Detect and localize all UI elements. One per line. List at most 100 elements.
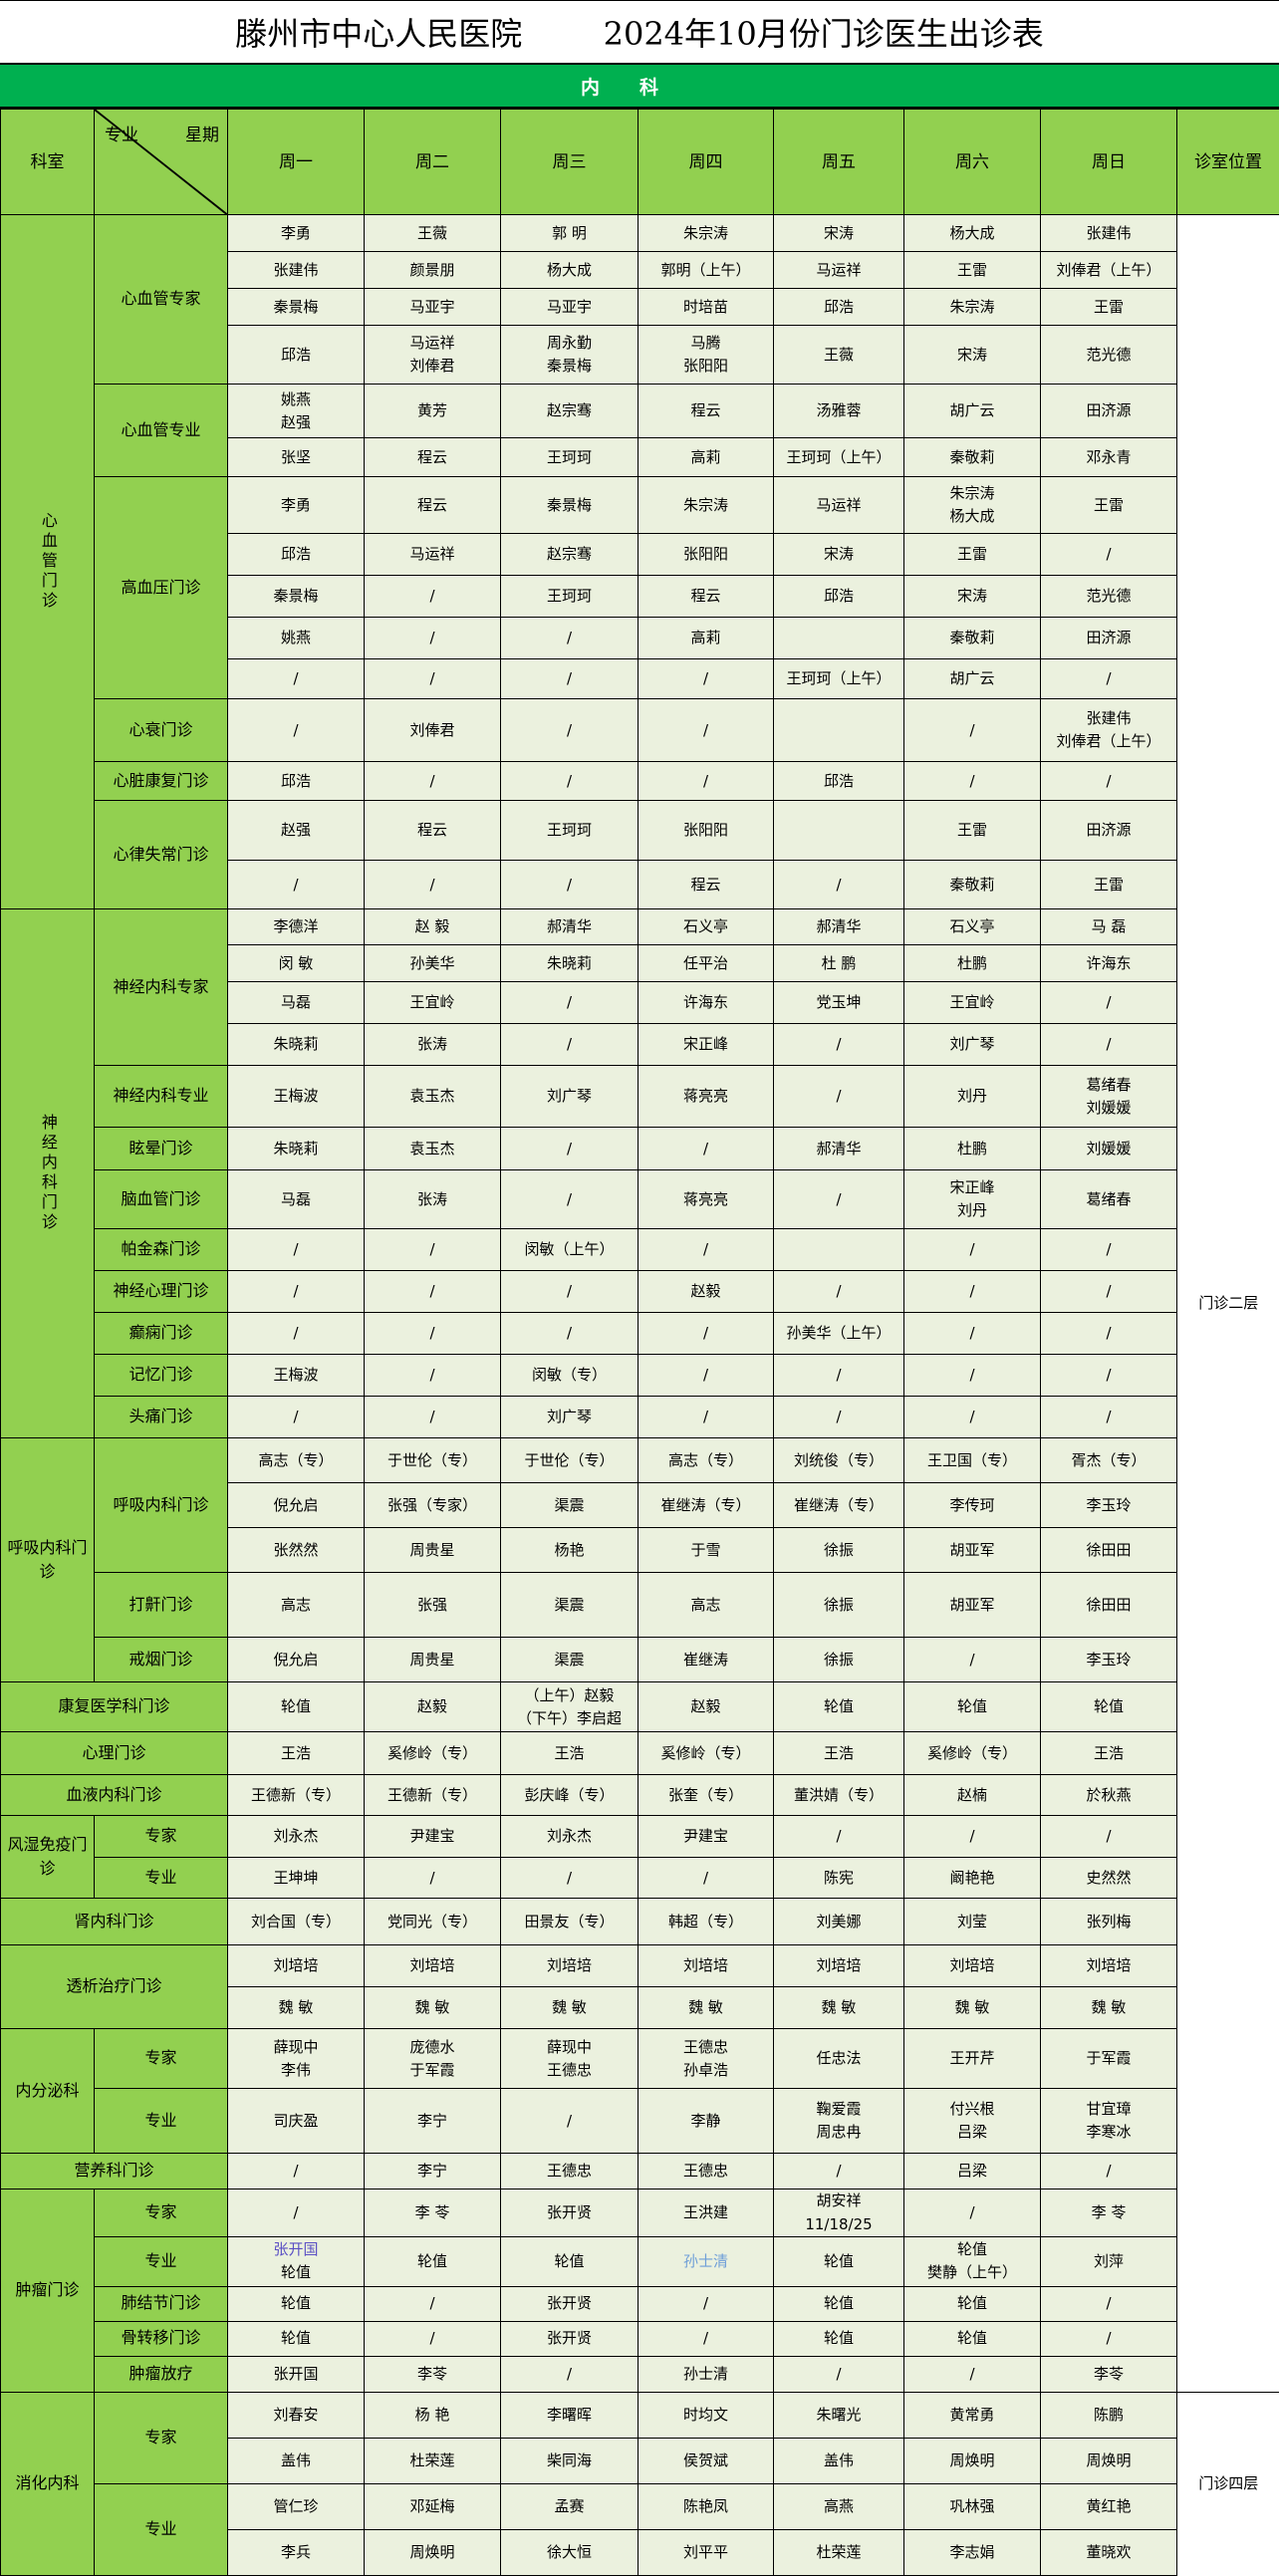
schedule-cell: 王德新（专） bbox=[228, 1775, 365, 1816]
schedule-cell: 高志（专） bbox=[228, 1438, 365, 1483]
schedule-cell: 孙士清 bbox=[639, 2356, 774, 2392]
schedule-cell: 颜景朋 bbox=[365, 252, 501, 289]
schedule-cell: 邱浩 bbox=[228, 326, 365, 385]
schedule-cell: 黄红艳 bbox=[1041, 2483, 1177, 2529]
schedule-cell: 周贵星 bbox=[365, 1638, 501, 1682]
page-title: 滕州市中心人民医院 2024年10月份门诊医生出诊表 bbox=[0, 0, 1279, 63]
schedule-cell: / bbox=[1041, 1229, 1177, 1271]
schedule-cell: 闵 敏 bbox=[228, 945, 365, 982]
schedule-cell: / bbox=[365, 576, 501, 618]
location-cell: 门诊四层 bbox=[1177, 2392, 1279, 2575]
schedule-cell: / bbox=[501, 1170, 639, 1229]
schedule-row: 营养科门诊/李宁王德忠王德忠/吕梁/ bbox=[1, 2154, 1279, 2190]
schedule-cell: 轮值 bbox=[1041, 1682, 1177, 1732]
schedule-cell: 闵敏（专） bbox=[501, 1355, 639, 1397]
schedule-cell: 秦敬莉 bbox=[904, 438, 1041, 477]
schedule-row: 肿瘤放疗张开国李苓/孙士清//李苓 bbox=[1, 2356, 1279, 2392]
schedule-cell: 张强（专家） bbox=[365, 1483, 501, 1528]
schedule-cell: / bbox=[639, 1355, 774, 1397]
department-cell: 消化内科 bbox=[1, 2392, 95, 2575]
schedule-cell: 王薇 bbox=[365, 215, 501, 252]
schedule-cell: 李苓 bbox=[365, 2356, 501, 2392]
schedule-cell: 胡广云 bbox=[904, 385, 1041, 438]
schedule-cell: 胥杰（专） bbox=[1041, 1438, 1177, 1483]
department-cell: 肾内科门诊 bbox=[1, 1899, 228, 1945]
schedule-cell: 程云 bbox=[365, 801, 501, 861]
schedule-cell: / bbox=[904, 1271, 1041, 1313]
schedule-cell: 王珂珂（上午） bbox=[774, 659, 904, 699]
schedule-cell: 李 苓 bbox=[1041, 2190, 1177, 2237]
schedule-cell: / bbox=[228, 1397, 365, 1438]
schedule-row: 透析治疗门诊刘培培刘培培刘培培刘培培刘培培刘培培刘培培 bbox=[1, 1945, 1279, 1987]
schedule-cell: 赵 毅 bbox=[365, 909, 501, 945]
clinic-cell: 神经心理门诊 bbox=[95, 1271, 228, 1313]
schedule-cell: 王浩 bbox=[774, 1732, 904, 1775]
schedule-cell: 张建伟 刘俸君（上午） bbox=[1041, 699, 1177, 762]
schedule-cell: 李苓 bbox=[1041, 2356, 1177, 2392]
schedule-row: 专业司庆盈李宁/李静鞠爱霞 周忠冉付兴根 吕梁甘宜璋 李寒冰 bbox=[1, 2089, 1279, 2154]
schedule-cell: / bbox=[904, 1397, 1041, 1438]
schedule-cell: / bbox=[774, 1355, 904, 1397]
schedule-cell: / bbox=[639, 1229, 774, 1271]
schedule-cell: 王雷 bbox=[1041, 861, 1177, 909]
schedule-cell: 张开贤 bbox=[501, 2286, 639, 2321]
schedule-cell: 赵强 bbox=[228, 801, 365, 861]
schedule-cell: 李宁 bbox=[365, 2089, 501, 2154]
schedule-cell: 崔继涛 bbox=[639, 1638, 774, 1682]
schedule-cell: 于雪 bbox=[639, 1528, 774, 1573]
schedule-cell: / bbox=[1041, 1355, 1177, 1397]
schedule-cell: 黄芳 bbox=[365, 385, 501, 438]
clinic-cell: 肺结节门诊 bbox=[95, 2286, 228, 2321]
schedule-cell: 程云 bbox=[365, 477, 501, 534]
schedule-cell: 时均文 bbox=[639, 2392, 774, 2438]
schedule-row: 血液内科门诊王德新（专）王德新（专）彭庆峰（专）张奎（专）董洪婧（专）赵楠於秋燕 bbox=[1, 1775, 1279, 1816]
schedule-cell: 秦敬莉 bbox=[904, 861, 1041, 909]
schedule-cell: / bbox=[639, 1128, 774, 1170]
schedule-cell: 范光德 bbox=[1041, 576, 1177, 618]
schedule-cell: 王浩 bbox=[228, 1732, 365, 1775]
schedule-cell: 马磊 bbox=[228, 982, 365, 1024]
schedule-cell: 王雷 bbox=[904, 801, 1041, 861]
schedule-cell: / bbox=[1041, 1816, 1177, 1858]
schedule-cell: / bbox=[228, 1271, 365, 1313]
schedule-cell: 薛现中 王德忠 bbox=[501, 2029, 639, 2089]
schedule-cell bbox=[774, 801, 904, 861]
schedule-cell: 胡广云 bbox=[904, 659, 1041, 699]
schedule-cell: 史然然 bbox=[1041, 1858, 1177, 1899]
schedule-cell: 邓永青 bbox=[1041, 438, 1177, 477]
schedule-cell: 胡安祥 11/18/25 bbox=[774, 2190, 904, 2237]
schedule-row: 记忆门诊王梅波/闵敏（专）//// bbox=[1, 1355, 1279, 1397]
schedule-cell: 朱晓莉 bbox=[228, 1128, 365, 1170]
schedule-cell: 杜荣莲 bbox=[774, 2529, 904, 2575]
schedule-cell: 刘培培 bbox=[904, 1945, 1041, 1987]
schedule-cell: 周焕明 bbox=[904, 2438, 1041, 2483]
schedule-cell: / bbox=[228, 659, 365, 699]
clinic-cell: 心衰门诊 bbox=[95, 699, 228, 762]
schedule-cell: 盖伟 bbox=[774, 2438, 904, 2483]
schedule-cell: 王宜岭 bbox=[365, 982, 501, 1024]
schedule-cell: 阚艳艳 bbox=[904, 1858, 1041, 1899]
schedule-cell: 李玉玲 bbox=[1041, 1638, 1177, 1682]
schedule-cell: 朱宗涛 bbox=[639, 215, 774, 252]
department-cell: 血液内科门诊 bbox=[1, 1775, 228, 1816]
schedule-cell: 刘莹 bbox=[904, 1899, 1041, 1945]
schedule-cell: / bbox=[1041, 1313, 1177, 1355]
clinic-cell: 专业 bbox=[95, 2236, 228, 2286]
schedule-cell: 杨大成 bbox=[904, 215, 1041, 252]
schedule-cell: 李传珂 bbox=[904, 1483, 1041, 1528]
schedule-cell: 王珂珂 bbox=[501, 801, 639, 861]
clinic-cell: 心血管专业 bbox=[95, 385, 228, 477]
schedule-cell: 姚燕 bbox=[228, 618, 365, 659]
schedule-cell: 刘丹 bbox=[904, 1066, 1041, 1128]
schedule-cell: 郝清华 bbox=[774, 1128, 904, 1170]
department-cell: 心血管门诊 bbox=[1, 215, 95, 909]
schedule-row: 专业张开国轮值轮值轮值孙士清轮值轮值 樊静（上午）刘萍 bbox=[1, 2236, 1279, 2286]
schedule-cell: / bbox=[1041, 762, 1177, 801]
schedule-cell: 张开贤 bbox=[501, 2190, 639, 2237]
schedule-cell: 杜鹏 bbox=[904, 1128, 1041, 1170]
schedule-cell: 王德忠 孙卓浩 bbox=[639, 2029, 774, 2089]
schedule-cell: 杜 鹏 bbox=[774, 945, 904, 982]
schedule-cell: 张阳阳 bbox=[639, 801, 774, 861]
schedule-cell: 周贵星 bbox=[365, 1528, 501, 1573]
schedule-cell: / bbox=[904, 1638, 1041, 1682]
